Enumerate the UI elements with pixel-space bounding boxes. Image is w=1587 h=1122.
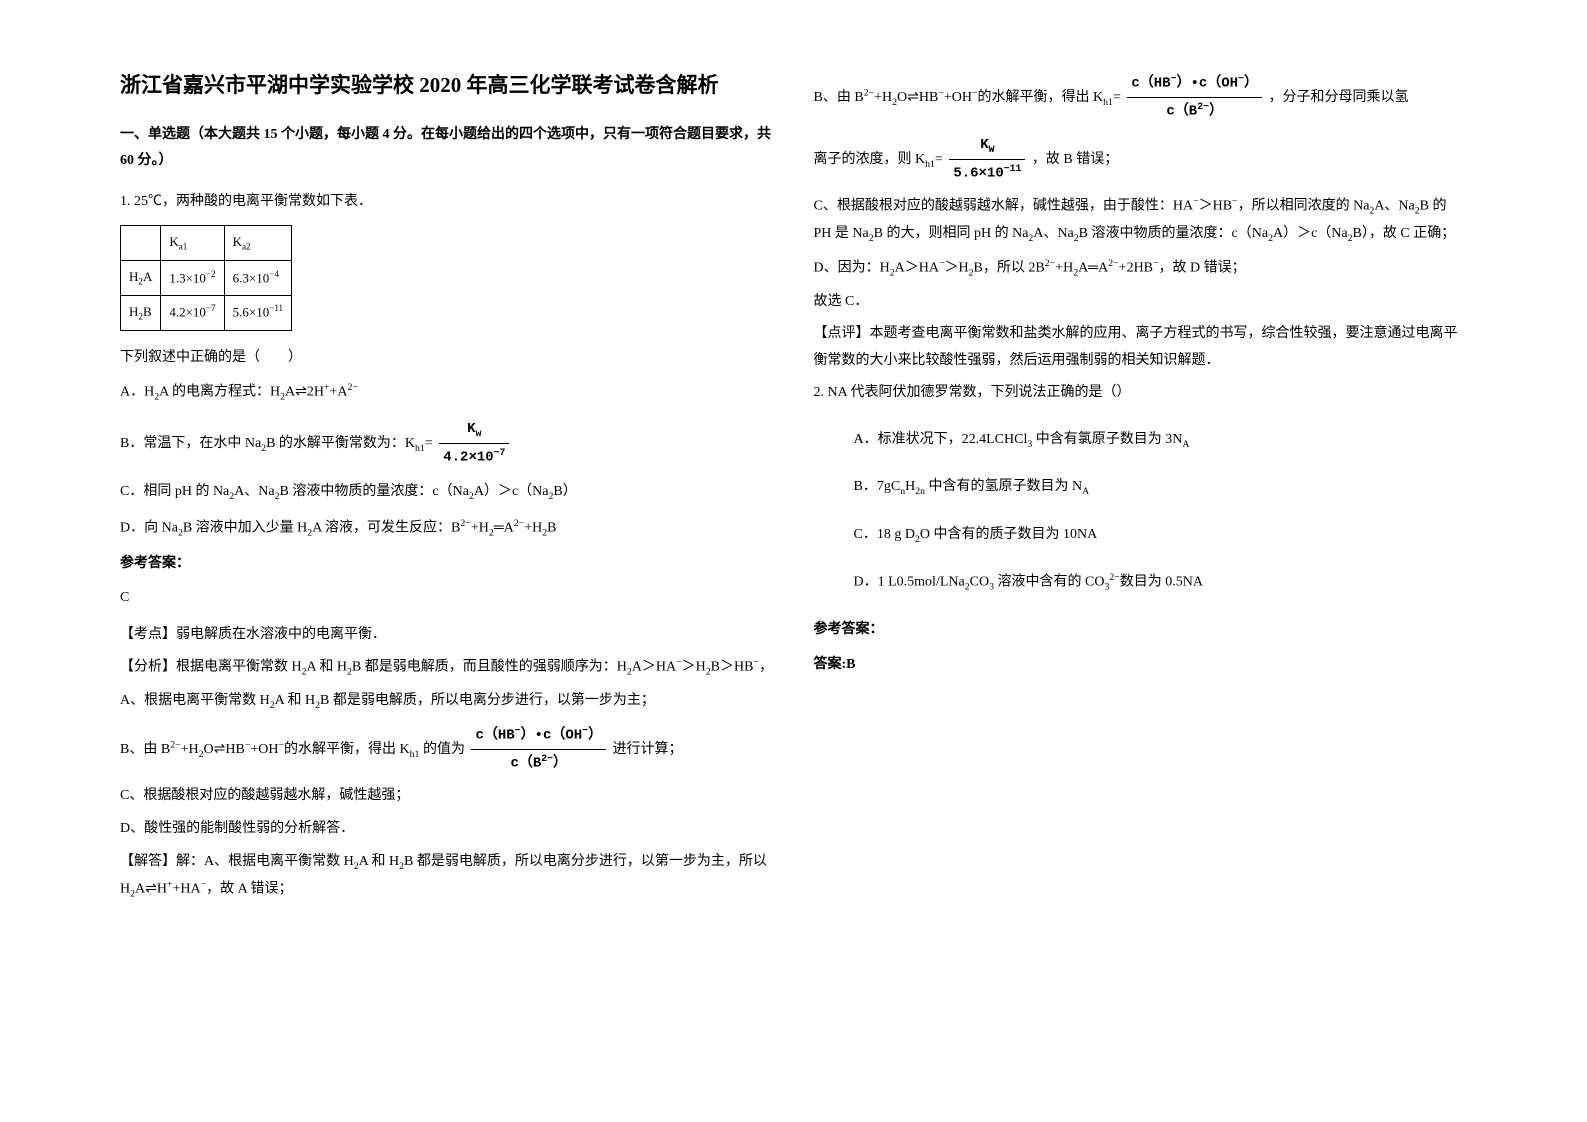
table-cell: H2B bbox=[121, 296, 161, 331]
fraction-numerator: KW bbox=[949, 132, 1025, 160]
q2-option-b: B．7gCnH2n 中含有的氢原子数目为 NA bbox=[854, 474, 1468, 501]
table-cell: 4.2×10−7 bbox=[161, 296, 224, 331]
fenxi-a: A、根据电离平衡常数 H2A 和 H2B 都是弱电解质，所以电离分步进行，以第一… bbox=[120, 688, 774, 715]
table-cell: 5.6×10−11 bbox=[224, 296, 291, 331]
q2-option-d: D．1 L0.5mol/LNa2CO3 溶液中含有的 CO32−数目为 0.5N… bbox=[854, 569, 1468, 597]
fraction-numerator: c（HB−）•c（OH−） bbox=[471, 722, 606, 750]
fenxi: 【分析】根据电离平衡常数 H2A 和 H2B 都是弱电解质，而且酸性的强弱顺序为… bbox=[120, 654, 774, 682]
fenxi-b-prefix: B、由 B2−+H2O⇌HB−+OH−的水解平衡，得出 Kh1 的值为 bbox=[120, 742, 465, 757]
table-cell: Ka2 bbox=[224, 226, 291, 261]
fraction: c（HB−）•c（OH−） c（B2−） bbox=[471, 722, 606, 778]
fraction: c（HB−）•c（OH−） c（B2−） bbox=[1127, 70, 1262, 126]
fenxi-d: D、酸性强的能制酸性弱的分析解答． bbox=[120, 816, 774, 843]
section-header: 一、单选题（本大题共 15 个小题，每小题 4 分。在每小题给出的四个选项中，只… bbox=[120, 122, 774, 175]
jieda-b: B、由 B2−+H2O⇌HB−+OH−的水解平衡，得出 Kh1= c（HB−）•… bbox=[814, 70, 1468, 126]
fraction-numerator: Kw bbox=[439, 416, 509, 444]
q1-stem: 1. 25℃，两种酸的电离平衡常数如下表． bbox=[120, 189, 774, 216]
exam-title: 浙江省嘉兴市平湖中学实验学校 2020 年高三化学联考试卷含解析 bbox=[120, 70, 774, 102]
q2-option-a: A．标准状况下，22.4LCHCl3 中含有氯原子数目为 3NA bbox=[854, 427, 1468, 454]
table-cell: H2A bbox=[121, 261, 161, 296]
q2-option-c: C．18 g D2O 中含有的质子数目为 10NA bbox=[854, 522, 1468, 549]
jieda-b-suffix: ，分子和分母同乘以氢 bbox=[1268, 90, 1408, 105]
fraction: Kw 4.2×10−7 bbox=[439, 416, 509, 472]
q1-option-d: D．向 Na2B 溶液中加入少量 H2A 溶液，可发生反应：B2−+H2═A2−… bbox=[120, 515, 774, 543]
table-row: H2A 1.3×10−2 6.3×10−4 bbox=[121, 261, 292, 296]
fenxi-b: B、由 B2−+H2O⇌HB−+OH−的水解平衡，得出 Kh1 的值为 c（HB… bbox=[120, 722, 774, 778]
fraction: KW 5.6×10−11 bbox=[949, 132, 1025, 188]
jieda-b-prefix: B、由 B2−+H2O⇌HB−+OH−的水解平衡，得出 Kh1= bbox=[814, 90, 1121, 105]
q1-prompt: 下列叙述中正确的是（ ） bbox=[120, 345, 774, 372]
table-cell: 6.3×10−4 bbox=[224, 261, 291, 296]
answer-letter: C bbox=[120, 585, 774, 612]
jieda-b2-suffix: ，故 B 错误； bbox=[1032, 152, 1118, 167]
jieda-d: D、因为：H2A＞HA−＞H2B，所以 2B2−+H2A═A2−+2HB−，故 … bbox=[814, 255, 1468, 283]
table-row: H2B 4.2×10−7 5.6×10−11 bbox=[121, 296, 292, 331]
table-row: Ka1 Ka2 bbox=[121, 226, 292, 261]
fenxi-b-suffix: 进行计算； bbox=[613, 742, 683, 757]
jieda-c: C、根据酸根对应的酸越弱越水解，碱性越强，由于酸性：HA−＞HB−，所以相同浓度… bbox=[814, 193, 1468, 248]
fraction-denominator: 5.6×10−11 bbox=[949, 160, 1025, 187]
table-cell: 1.3×10−2 bbox=[161, 261, 224, 296]
q2-stem: 2. NA 代表阿伏加德罗常数，下列说法正确的是（） bbox=[814, 380, 1468, 407]
choose-c: 故选 C． bbox=[814, 289, 1468, 316]
jieda-b2: 离子的浓度，则 Kh1= KW 5.6×10−11 ，故 B 错误； bbox=[814, 132, 1468, 188]
answer-label: 参考答案： bbox=[120, 551, 774, 578]
fenxi-c: C、根据酸根对应的酸越弱越水解，碱性越强； bbox=[120, 783, 774, 810]
answer-label: 参考答案： bbox=[814, 617, 1468, 644]
dianping: 【点评】本题考查电离平衡常数和盐类水解的应用、离子方程式的书写，综合性较强，要注… bbox=[814, 321, 1468, 374]
fraction-denominator: c（B2−） bbox=[471, 750, 606, 777]
ionization-constants-table: Ka1 Ka2 H2A 1.3×10−2 6.3×10−4 H2B 4.2×10… bbox=[120, 225, 292, 331]
q1-option-c: C．相同 pH 的 Na2A、Na2B 溶液中物质的量浓度：c（Na2A）＞c（… bbox=[120, 479, 774, 506]
kaodian: 【考点】弱电解质在水溶液中的电离平衡． bbox=[120, 622, 774, 649]
fraction-denominator: c（B2−） bbox=[1127, 98, 1262, 125]
left-column: 浙江省嘉兴市平湖中学实验学校 2020 年高三化学联考试卷含解析 一、单选题（本… bbox=[100, 70, 794, 1052]
fraction-denominator: 4.2×10−7 bbox=[439, 444, 509, 471]
jieda-b2-prefix: 离子的浓度，则 Kh1= bbox=[814, 152, 943, 167]
q1-option-b: B．常温下，在水中 Na2B 的水解平衡常数为：Kh1= Kw 4.2×10−7 bbox=[120, 416, 774, 472]
q1-b-prefix: B．常温下，在水中 Na2B 的水解平衡常数为：Kh1= bbox=[120, 436, 433, 451]
jieda-a: 【解答】解：A、根据电离平衡常数 H2A 和 H2B 都是弱电解质，所以电离分步… bbox=[120, 849, 774, 904]
fraction-numerator: c（HB−）•c（OH−） bbox=[1127, 70, 1262, 98]
answer-text: 答案:B bbox=[814, 652, 1468, 679]
right-column: B、由 B2−+H2O⇌HB−+OH−的水解平衡，得出 Kh1= c（HB−）•… bbox=[794, 70, 1488, 1052]
table-cell bbox=[121, 226, 161, 261]
q1-option-a: A．H2A 的电离方程式：H2A⇌2H++A2− bbox=[120, 379, 774, 407]
table-cell: Ka1 bbox=[161, 226, 224, 261]
